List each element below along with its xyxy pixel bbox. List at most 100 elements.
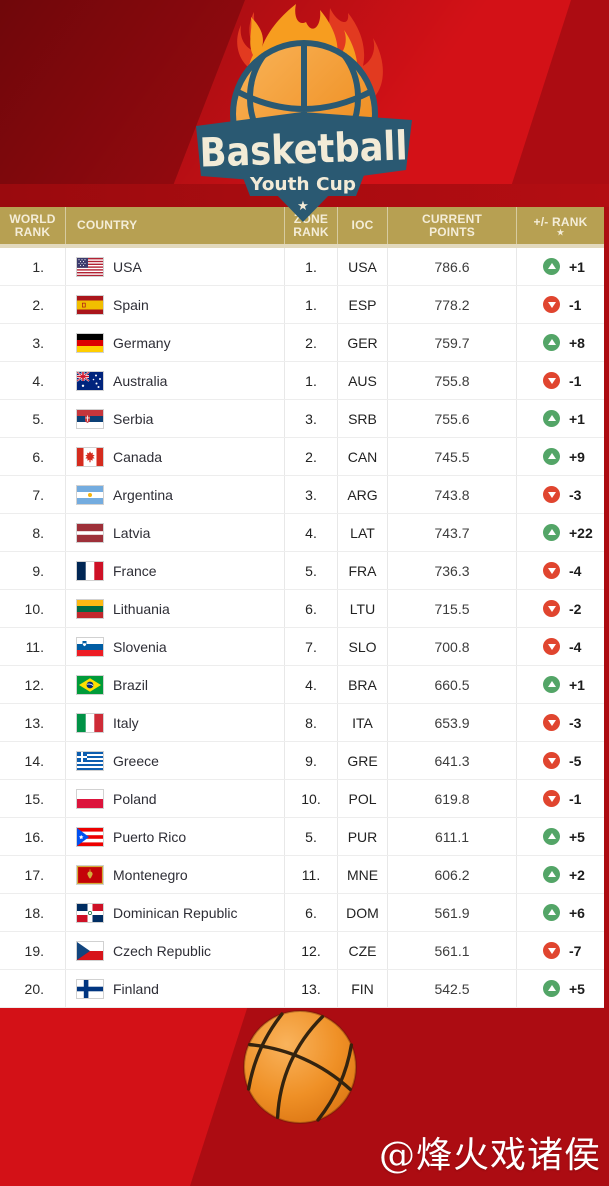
rank-change-value: +1 <box>569 410 585 427</box>
points-value: 653.9 <box>434 714 470 731</box>
points-value: 759.7 <box>434 334 470 351</box>
world-rank-value: 1. <box>32 258 44 275</box>
country-flag-icon <box>77 713 103 732</box>
header-current-points: CURRENT POINTS <box>388 207 517 244</box>
country-flag-icon <box>77 941 103 960</box>
ioc-cell: CZE <box>338 932 388 969</box>
world-rank-value: 7. <box>32 486 44 503</box>
rank-change-badge <box>543 866 560 883</box>
country-cell: Czech Republic <box>66 932 285 969</box>
table-row: 7. Argentina 3. ARG 743.8 -3 <box>0 476 604 514</box>
rank-change-cell: -5 <box>517 742 604 779</box>
ioc-cell: POL <box>338 780 388 817</box>
header-country-label: COUNTRY <box>77 218 138 232</box>
rank-change-badge <box>543 372 560 389</box>
country-flag-icon <box>77 333 103 352</box>
points-cell: 786.6 <box>388 248 517 285</box>
world-rank-cell: 19. <box>0 932 66 969</box>
rank-change-badge <box>543 980 560 997</box>
world-rank-cell: 11. <box>0 628 66 665</box>
country-flag-icon <box>77 485 103 504</box>
points-cell: 755.8 <box>388 362 517 399</box>
world-rank-cell: 9. <box>0 552 66 589</box>
country-cell: Finland <box>66 970 285 1007</box>
table-row: 5. Serbia 3. SRB 755.6 +1 <box>0 400 604 438</box>
rank-change-value: -4 <box>569 638 582 655</box>
country-flag-icon <box>77 865 103 884</box>
table-row: 18. Dominican Republic 6. DOM 561.9 +6 <box>0 894 604 932</box>
world-rank-value: 11. <box>25 638 44 655</box>
rank-change-value: -1 <box>569 296 582 313</box>
points-cell: 653.9 <box>388 704 517 741</box>
points-value: 786.6 <box>434 258 470 275</box>
world-rank-cell: 13. <box>0 704 66 741</box>
rank-change-badge <box>543 676 560 693</box>
ioc-code: ARG <box>347 486 378 503</box>
points-cell: 743.8 <box>388 476 517 513</box>
world-rank-cell: 7. <box>0 476 66 513</box>
country-name: Slovenia <box>113 638 167 655</box>
rank-change-cell: -1 <box>517 780 604 817</box>
rank-change-arrow-icon <box>547 492 556 498</box>
zone-rank-value: 4. <box>305 676 317 693</box>
zone-rank-value: 3. <box>305 410 317 427</box>
zone-rank-cell: 8. <box>285 704 338 741</box>
zone-rank-cell: 3. <box>285 476 338 513</box>
zone-rank-cell: 12. <box>285 932 338 969</box>
zone-rank-value: 4. <box>305 524 317 541</box>
rank-change-arrow-icon <box>547 302 556 308</box>
points-value: 743.8 <box>434 486 470 503</box>
points-value: 561.1 <box>434 942 470 959</box>
rank-change-value: -2 <box>569 600 582 617</box>
zone-rank-cell: 9. <box>285 742 338 779</box>
rank-change-cell: +1 <box>517 666 604 703</box>
ioc-cell: USA <box>338 248 388 285</box>
table-row: 17. Montenegro 11. MNE 606.2 +2 <box>0 856 604 894</box>
rank-change-cell: -4 <box>517 628 604 665</box>
points-cell: 743.7 <box>388 514 517 551</box>
ioc-code: USA <box>348 258 377 275</box>
points-value: 660.5 <box>434 676 470 693</box>
rank-change-arrow-icon <box>547 263 556 269</box>
world-rank-cell: 20. <box>0 970 66 1007</box>
points-value: 755.6 <box>434 410 470 427</box>
ioc-code: GRE <box>347 752 378 769</box>
rank-change-arrow-icon <box>547 720 556 726</box>
ioc-code: CZE <box>348 942 377 959</box>
rank-change-arrow-icon <box>547 339 556 345</box>
rank-change-arrow-icon <box>547 796 556 802</box>
rank-change-value: -1 <box>569 372 582 389</box>
zone-rank-cell: 2. <box>285 438 338 475</box>
points-value: 745.5 <box>434 448 470 465</box>
watermark: @烽火戏诸侯 <box>378 1135 601 1176</box>
world-rank-cell: 6. <box>0 438 66 475</box>
points-cell: 641.3 <box>388 742 517 779</box>
country-name: Serbia <box>113 410 154 427</box>
ioc-code: CAN <box>347 448 378 465</box>
rank-change-badge <box>543 334 560 351</box>
rank-change-cell: +1 <box>517 400 604 437</box>
rank-change-arrow-icon <box>547 985 556 991</box>
ioc-code: ESP <box>348 296 377 313</box>
rank-change-arrow-icon <box>547 681 556 687</box>
rank-change-cell: -3 <box>517 476 604 513</box>
points-cell: 561.9 <box>388 894 517 931</box>
ioc-code: LAT <box>350 524 375 541</box>
rank-change-value: +1 <box>569 258 585 275</box>
points-value: 611.1 <box>435 828 469 845</box>
rank-change-arrow-icon <box>547 378 556 384</box>
zone-rank-value: 3. <box>305 486 317 503</box>
country-name: Argentina <box>113 486 173 503</box>
rank-change-badge <box>543 790 560 807</box>
country-flag-icon <box>77 827 103 846</box>
ioc-code: LTU <box>349 600 376 617</box>
country-flag-icon <box>77 295 103 314</box>
header-footnote-star-icon: ★ <box>556 227 565 237</box>
zone-rank-cell: 5. <box>285 818 338 855</box>
zone-rank-cell: 6. <box>285 894 338 931</box>
ioc-cell: DOM <box>338 894 388 931</box>
country-flag-icon <box>77 675 103 694</box>
rank-change-badge <box>543 296 560 313</box>
zone-rank-cell: 1. <box>285 362 338 399</box>
zone-rank-value: 1. <box>305 372 317 389</box>
